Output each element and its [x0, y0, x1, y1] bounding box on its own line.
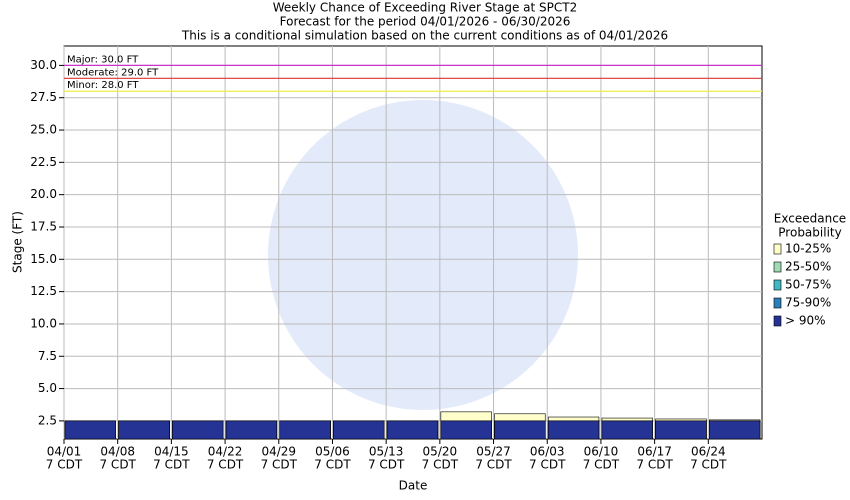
threshold-label: Minor: 28.0 FT [67, 80, 139, 91]
x-tick-sublabel: 7 CDT [46, 458, 83, 472]
x-tick-label: 05/20 [423, 445, 458, 459]
legend-swatch [773, 297, 782, 309]
x-tick-label: 04/15 [154, 445, 189, 459]
y-tick-label: 5.0 [38, 381, 57, 395]
chart-subtitle: Forecast for the period 04/01/2026 - 06/… [280, 15, 571, 29]
bar [172, 420, 224, 440]
x-tick-sublabel: 7 CDT [368, 458, 405, 472]
x-tick-sublabel: 7 CDT [314, 458, 351, 472]
bar [655, 420, 707, 440]
bar [225, 420, 278, 440]
chart-title: Weekly Chance of Exceeding River Stage a… [273, 1, 578, 15]
watermark [268, 100, 578, 410]
x-tick-label: 05/06 [315, 445, 350, 459]
x-tick-label: 04/01 [47, 445, 82, 459]
x-tick-sublabel: 7 CDT [261, 458, 298, 472]
x-tick-sublabel: 7 CDT [99, 458, 136, 472]
x-tick-label: 04/29 [261, 445, 296, 459]
y-tick-label: 10.0 [30, 316, 57, 330]
bar [64, 420, 116, 440]
x-tick-label: 06/24 [691, 445, 726, 459]
bar [333, 420, 385, 440]
x-tick-label: 04/08 [100, 445, 135, 459]
legend-label: 75-90% [785, 296, 831, 310]
bar [601, 420, 653, 440]
legend-swatch [773, 279, 782, 291]
x-tick-sublabel: 7 CDT [690, 458, 727, 472]
x-axis-label: Date [399, 479, 428, 493]
bar [279, 420, 331, 440]
x-tick-sublabel: 7 CDT [207, 458, 244, 472]
bar [494, 420, 546, 440]
legend-label: > 90% [785, 314, 826, 328]
chart-note: This is a conditional simulation based o… [181, 29, 668, 43]
y-axis-label: Stage (FT) [11, 211, 25, 273]
bar [440, 420, 492, 440]
legend-title: Exceedance [774, 212, 846, 226]
bar [386, 420, 439, 440]
y-tick-label: 12.5 [30, 284, 57, 298]
bar [547, 420, 600, 440]
y-tick-label: 27.5 [30, 90, 57, 104]
x-tick-sublabel: 7 CDT [583, 458, 620, 472]
x-tick-label: 04/22 [208, 445, 243, 459]
plot-area [63, 45, 763, 440]
x-tick-sublabel: 7 CDT [529, 458, 566, 472]
y-tick-label: 15.0 [30, 252, 57, 266]
x-tick-sublabel: 7 CDT [422, 458, 459, 472]
x-tick-sublabel: 7 CDT [153, 458, 190, 472]
y-tick-label: 20.0 [30, 187, 57, 201]
legend-swatch [773, 315, 782, 327]
legend-label: 50-75% [785, 278, 831, 292]
y-tick-label: 2.5 [38, 413, 57, 427]
x-tick-label: 06/10 [584, 445, 619, 459]
legend-label: 25-50% [785, 260, 831, 274]
x-tick-sublabel: 7 CDT [636, 458, 673, 472]
bar [709, 420, 761, 440]
x-tick-label: 06/17 [637, 445, 672, 459]
y-tick-label: 17.5 [30, 219, 57, 233]
threshold-label: Moderate: 29.0 FT [67, 67, 159, 78]
y-tick-label: 7.5 [38, 349, 57, 363]
y-tick-label: 22.5 [30, 155, 57, 169]
x-tick-label: 06/03 [530, 445, 565, 459]
bar [118, 420, 170, 440]
x-tick-label: 05/13 [369, 445, 404, 459]
legend-swatch [773, 243, 782, 255]
y-tick-label: 30.0 [30, 58, 57, 72]
x-tick-label: 05/27 [476, 445, 511, 459]
x-tick-sublabel: 7 CDT [475, 458, 512, 472]
legend-title: Probability [778, 226, 841, 240]
y-tick-label: 25.0 [30, 123, 57, 137]
threshold-label: Major: 30.0 FT [67, 54, 139, 65]
legend-swatch [773, 261, 782, 273]
legend-label: 10-25% [785, 242, 831, 256]
